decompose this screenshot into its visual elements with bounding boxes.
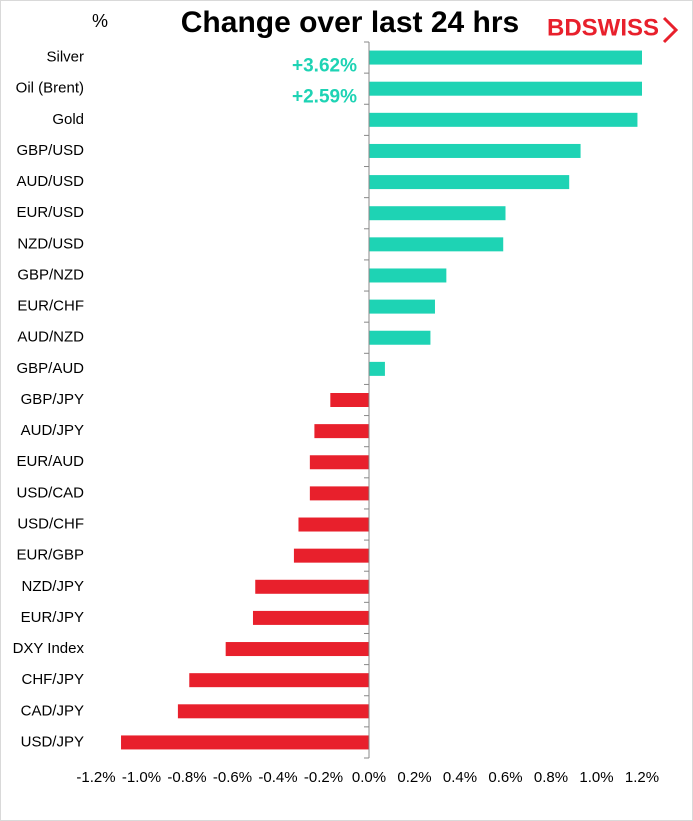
- y-tick-label: USD/JPY: [21, 733, 84, 750]
- x-tick-label: -0.2%: [304, 769, 343, 786]
- bar: [369, 50, 642, 65]
- bar: [330, 393, 369, 407]
- bar: [225, 642, 369, 657]
- bar: [121, 735, 370, 750]
- plot-area: [121, 50, 642, 750]
- y-tick-label: EUR/USD: [16, 204, 84, 221]
- x-tick-label: 0.8%: [534, 769, 568, 786]
- y-tick-label: AUD/JPY: [21, 422, 84, 439]
- y-tick-label: EUR/JPY: [21, 609, 84, 626]
- bar: [369, 112, 638, 127]
- bar: [252, 610, 369, 625]
- y-tick-label: Oil (Brent): [16, 80, 84, 97]
- y-tick-label: EUR/GBP: [16, 547, 84, 564]
- value-label: +3.62%: [292, 56, 357, 77]
- y-axis-label: %: [92, 11, 108, 31]
- y-tick-label: GBP/USD: [16, 142, 84, 159]
- logo: BDSWISS: [547, 14, 659, 41]
- y-tick-label: EUR/CHF: [17, 298, 84, 315]
- y-tick-label: Gold: [52, 111, 84, 128]
- y-tick-label: GBP/JPY: [21, 391, 84, 408]
- x-tick-label: -0.8%: [167, 769, 206, 786]
- y-tick-label: NZD/USD: [17, 235, 84, 252]
- y-tick-label: NZD/JPY: [21, 578, 84, 595]
- bar: [369, 268, 447, 283]
- x-tick-label: -1.0%: [122, 769, 161, 786]
- bar: [369, 175, 570, 190]
- y-tick-label: AUD/NZD: [17, 329, 84, 346]
- x-tick-label: 1.0%: [579, 769, 613, 786]
- x-tick-label: 0.6%: [488, 769, 522, 786]
- bar: [369, 206, 506, 221]
- bar: [293, 548, 369, 563]
- bar: [309, 455, 369, 470]
- bar: [309, 486, 369, 501]
- x-tick-label: 0.2%: [397, 769, 431, 786]
- chart-title: Change over last 24 hrs: [181, 6, 519, 39]
- y-tick-label: GBP/AUD: [16, 360, 84, 377]
- bar: [369, 81, 642, 96]
- y-tick-label: DXY Index: [13, 640, 85, 657]
- y-tick-label: CAD/JPY: [21, 702, 84, 719]
- y-tick-label: USD/CHF: [17, 515, 84, 532]
- bar: [255, 579, 369, 594]
- x-tick-label: 0.4%: [443, 769, 477, 786]
- x-tick-label: 1.2%: [625, 769, 659, 786]
- bar: [369, 237, 504, 252]
- bar: [369, 299, 435, 314]
- y-tick-label: AUD/USD: [16, 173, 84, 190]
- bar: [314, 424, 369, 439]
- bar: [369, 330, 431, 345]
- bar: [177, 704, 369, 719]
- y-tick-label: GBP/NZD: [17, 266, 84, 283]
- x-tick-label: -0.4%: [258, 769, 297, 786]
- bar: [369, 361, 385, 376]
- bar: [298, 517, 369, 532]
- x-tick-label: -0.6%: [213, 769, 252, 786]
- y-tick-label: USD/CAD: [16, 484, 84, 501]
- x-tick-label: 0.0%: [352, 769, 386, 786]
- bar: [189, 673, 369, 688]
- y-tick-label: CHF/JPY: [21, 671, 84, 688]
- y-tick-label: Silver: [46, 49, 84, 66]
- value-label: +2.59%: [292, 87, 357, 108]
- logo-mark: [662, 16, 679, 44]
- bar: [369, 143, 581, 158]
- x-tick-label: -1.2%: [76, 769, 115, 786]
- y-tick-label: EUR/AUD: [16, 453, 84, 470]
